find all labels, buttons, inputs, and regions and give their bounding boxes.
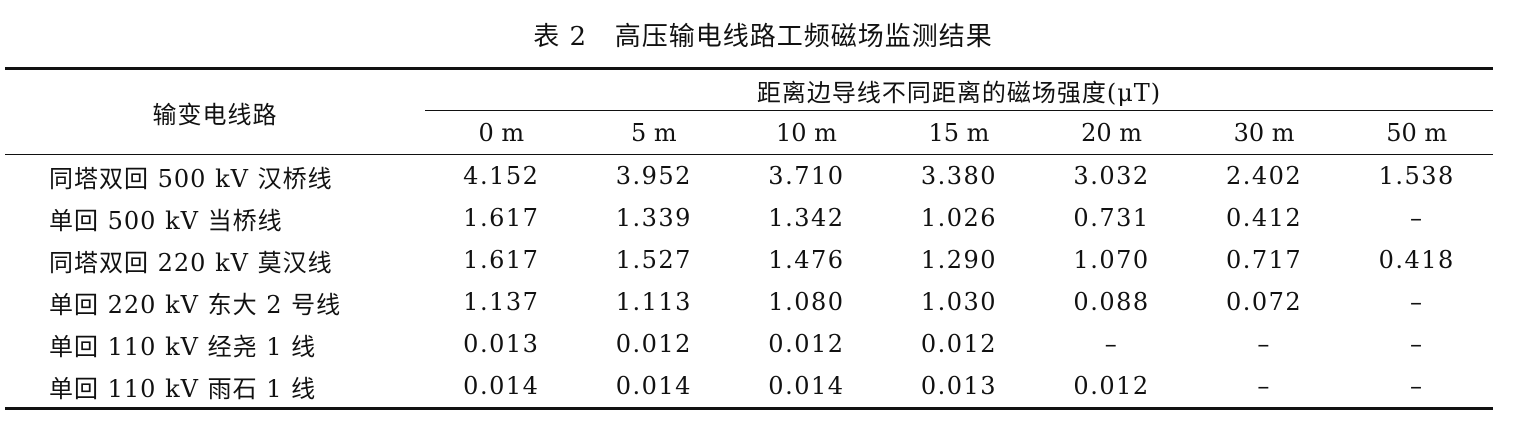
value-cell: – xyxy=(1257,330,1271,358)
value-cell: 2.402 xyxy=(1225,162,1303,190)
value-cell: 3.952 xyxy=(615,162,692,190)
table-row: 单回 500 kV 当桥线 1.617 1.339 1.342 1.026 0.731 0.… xyxy=(5,197,1493,239)
table-body: 同塔双回 500 kV 汉桥线 4.152 3.952 3.710 3.380 3.032… xyxy=(5,155,1494,410)
value-cell: 1.617 xyxy=(463,204,540,232)
value-cell: 0.012 xyxy=(1035,365,1188,410)
value-cell: 3.710 xyxy=(768,162,845,190)
value-cell: 1.339 xyxy=(615,204,692,232)
value-cell: 0.014 xyxy=(730,365,883,410)
value-cell: 1.113 xyxy=(615,288,692,316)
value-cell: 1.070 xyxy=(1073,246,1150,274)
value-cell: – xyxy=(1409,330,1424,358)
line-name-cell: 单回 220 kV 东大 2 号线 xyxy=(49,290,342,319)
value-cell: 1.137 xyxy=(463,288,540,316)
value-cell: 3.032 xyxy=(1073,162,1150,190)
table-header-row: 输变电线路 距离边导线不同距离的磁场强度(μT) xyxy=(5,67,1494,155)
table-row: 单回 110 kV 经尧 1 线 0.013 0.012 0.012 0.012 – – – xyxy=(5,323,1493,365)
table-row: 同塔双回 500 kV 汉桥线 4.152 3.952 3.710 3.380 3.032… xyxy=(5,155,1493,198)
value-cell: 1.538 xyxy=(1378,162,1455,190)
value-cell: 1.030 xyxy=(920,288,998,316)
line-name-cell: 同塔双回 500 kV 汉桥线 xyxy=(49,164,333,193)
value-cell: 0.088 xyxy=(1073,288,1150,316)
table-caption: 表 2 高压输电线路工频磁场监测结果 xyxy=(533,22,993,52)
value-cell: 0.012 xyxy=(768,330,845,358)
value-cell: 0.014 xyxy=(425,365,578,410)
value-cell: 0.013 xyxy=(463,330,540,358)
value-cell: 1.342 xyxy=(768,204,845,232)
value-cell: 1.476 xyxy=(768,246,845,274)
value-cell: – xyxy=(1409,204,1424,232)
value-cell: 1.080 xyxy=(768,288,845,316)
line-name-cell: 单回 500 kV 当桥线 xyxy=(49,206,283,235)
value-cell: 1.527 xyxy=(615,246,692,274)
value-cell: 0.418 xyxy=(1378,246,1455,274)
value-cell: 1.290 xyxy=(920,246,998,274)
line-name-cell: 单回 110 kV 雨石 1 线 xyxy=(5,365,425,410)
distance-header: 30 m xyxy=(1187,110,1341,155)
distance-header: 5 m xyxy=(577,110,731,155)
table-row: 同塔双回 220 kV 莫汉线 1.617 1.527 1.476 1.290 1.070… xyxy=(5,239,1493,281)
table-row: 单回 220 kV 东大 2 号线 1.137 1.113 1.080 1.030 0.0… xyxy=(5,281,1493,323)
distance-header: 0 m xyxy=(425,110,578,155)
line-name-cell: 同塔双回 220 kV 莫汉线 xyxy=(49,248,333,277)
value-cell: 4.152 xyxy=(463,162,540,190)
distance-header: 50 m xyxy=(1340,110,1494,155)
distance-header: 10 m xyxy=(730,110,883,155)
line-name-cell: 单回 110 kV 经尧 1 线 xyxy=(49,332,317,361)
value-cell: 0.731 xyxy=(1073,204,1150,232)
value-cell: 3.380 xyxy=(920,162,998,190)
value-cell: 0.072 xyxy=(1225,288,1303,316)
value-cell: – xyxy=(1104,330,1119,358)
line-column-header: 输变电线路 xyxy=(5,67,425,155)
value-cell: – xyxy=(1409,288,1424,316)
value-cell: – xyxy=(1340,365,1494,410)
table-row: 单回 110 kV 雨石 1 线 0.014 0.014 0.014 0.013 0.01… xyxy=(5,365,1494,410)
value-cell: 0.014 xyxy=(577,365,731,410)
value-cell: – xyxy=(1187,365,1341,410)
value-cell: 0.012 xyxy=(615,330,692,358)
distance-header: 20 m xyxy=(1035,110,1188,155)
value-cell: 1.026 xyxy=(920,204,998,232)
value-cell: 0.412 xyxy=(1225,204,1303,232)
value-cell: 0.717 xyxy=(1225,246,1303,274)
value-cell: 1.617 xyxy=(463,246,540,274)
distance-header: 15 m xyxy=(882,110,1036,155)
value-cell: 0.013 xyxy=(882,365,1036,410)
value-cell: 0.012 xyxy=(920,330,998,358)
field-strength-group-header: 距离边导线不同距离的磁场强度(μT) xyxy=(425,67,1494,111)
